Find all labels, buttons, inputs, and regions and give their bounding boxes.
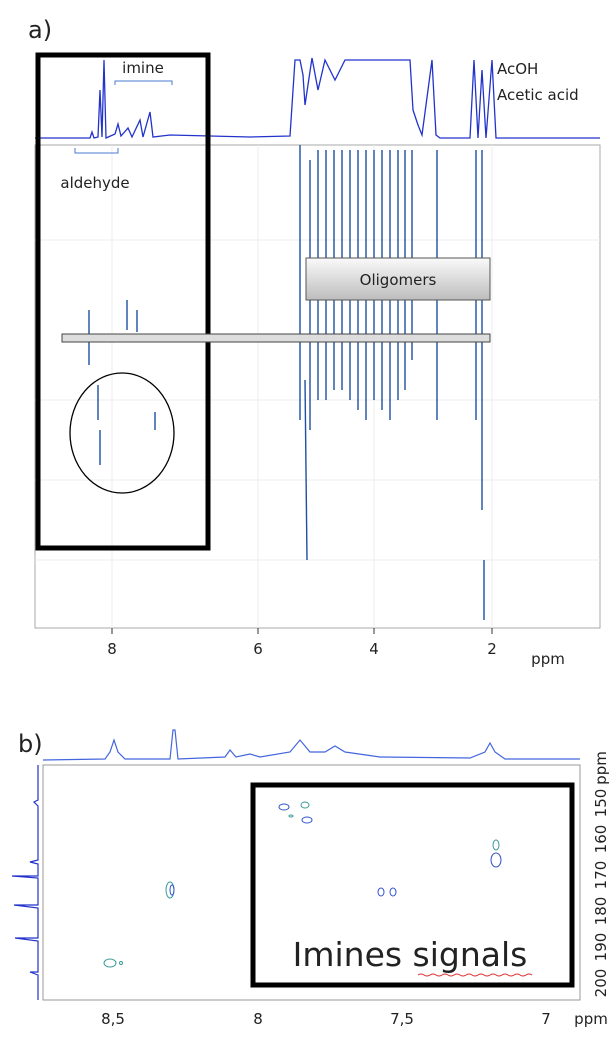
spectrum-1d-vertical [11, 765, 39, 1000]
panel-label: b) [18, 730, 43, 758]
annotation: Oligomers [360, 271, 437, 289]
highlight-box [250, 782, 575, 988]
highlight-box [35, 52, 211, 551]
x-ticks [111, 628, 493, 634]
spectrum-1d [35, 57, 600, 139]
annotation: Imines signals [293, 935, 528, 974]
y-tick-label: 200 [592, 969, 610, 998]
x-tick-label: 7 [541, 1010, 551, 1028]
x-tick-label: 8,5 [101, 1010, 125, 1028]
x-tick-label: 7,5 [390, 1010, 414, 1028]
x-tick-label: 4 [369, 640, 379, 658]
panel-b: b) Imines signals 8,5 8 7,5 7 ppm ppm 15… [11, 729, 610, 1028]
annotation: Acetic acid [497, 86, 579, 104]
y-unit: ppm [592, 751, 610, 785]
x-unit: ppm [574, 1010, 608, 1028]
spectrum-1d [42, 729, 580, 761]
annotation: aldehyde [60, 174, 129, 192]
contours [103, 801, 502, 968]
x-tick-label: 2 [487, 640, 497, 658]
bar [61, 333, 491, 343]
circle [69, 372, 175, 494]
spellcheck-underline [417, 973, 533, 977]
y-tick-label: 150 [592, 789, 610, 818]
x-tick-label: 8 [107, 640, 117, 658]
plot-frame [42, 764, 581, 1001]
y-tick-label: 190 [592, 933, 610, 962]
bracket [114, 80, 173, 85]
y-tick-label: 170 [592, 861, 610, 890]
oligomers-box [305, 257, 491, 301]
annotation: imine [122, 59, 164, 77]
panel-a: a) Oligomers imine aldehyde AcOH Acetic … [28, 16, 601, 668]
y-tick-label: 180 [592, 897, 610, 926]
panel-label: a) [28, 16, 52, 44]
annotation: AcOH [497, 60, 538, 78]
x-tick-label: 6 [253, 640, 263, 658]
y-tick-label: 160 [592, 825, 610, 854]
x-tick-label: 8 [253, 1010, 263, 1028]
bracket [74, 148, 119, 154]
x-unit: ppm [531, 650, 565, 668]
